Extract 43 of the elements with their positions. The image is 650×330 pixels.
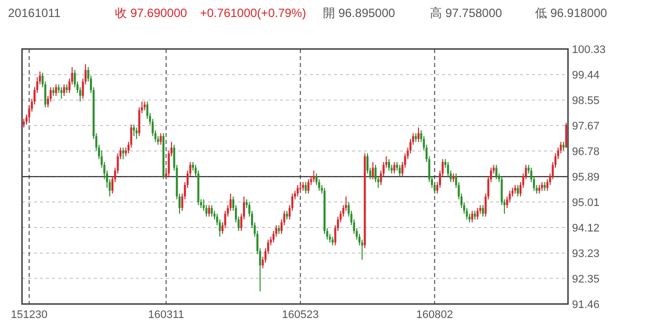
y-tick-label: 95.01 [572, 196, 600, 209]
x-tick-label: 151230 [10, 309, 48, 321]
text: 20161011 [8, 6, 61, 20]
y-tick-label: 97.67 [572, 120, 600, 132]
candlestick [307, 178, 310, 194]
candlestick [393, 161, 396, 174]
y-tick-label: 92.35 [572, 273, 600, 286]
candlestick [63, 84, 66, 96]
text: 低 96.918000 [535, 6, 608, 20]
x-tick-label: 160311 [148, 309, 184, 321]
text: +0.761000(+0.79%) [200, 6, 306, 20]
candlestick [482, 204, 484, 218]
candlestick [418, 126, 420, 142]
candlestick [565, 122, 568, 148]
y-tick-label: 93.23 [572, 248, 600, 260]
y-tick-label: 94.12 [572, 222, 600, 235]
candlestick [398, 164, 401, 177]
text: 收 97.690000 [115, 6, 188, 20]
candlestick [372, 161, 374, 180]
candlestick [55, 84, 58, 96]
x-tick-label: 160523 [282, 309, 319, 321]
y-tick-label: 95.89 [572, 172, 600, 184]
y-tick-label: 96.78 [572, 146, 600, 158]
candlestick [132, 124, 135, 137]
candlestick [60, 86, 62, 100]
y-tick-label: 99.44 [572, 70, 600, 82]
candlestick [388, 158, 390, 172]
candlestick [296, 184, 299, 197]
candlestick [471, 210, 474, 223]
candlestick [304, 182, 307, 194]
candlestick [160, 132, 162, 146]
y-tick-label: 91.46 [572, 299, 600, 311]
candlestick [210, 204, 213, 218]
candlestick [476, 207, 479, 220]
candlestick [208, 204, 210, 218]
y-tick-label: 98.55 [572, 95, 600, 108]
candlestick [516, 184, 519, 197]
candlestick [495, 164, 498, 180]
y-tick-label: 100.33 [572, 44, 606, 56]
text: 開 96.895000 [323, 6, 396, 20]
text: 高 97.758000 [430, 6, 502, 20]
x-tick-label: 160802 [416, 309, 453, 321]
candlestick [122, 147, 124, 160]
